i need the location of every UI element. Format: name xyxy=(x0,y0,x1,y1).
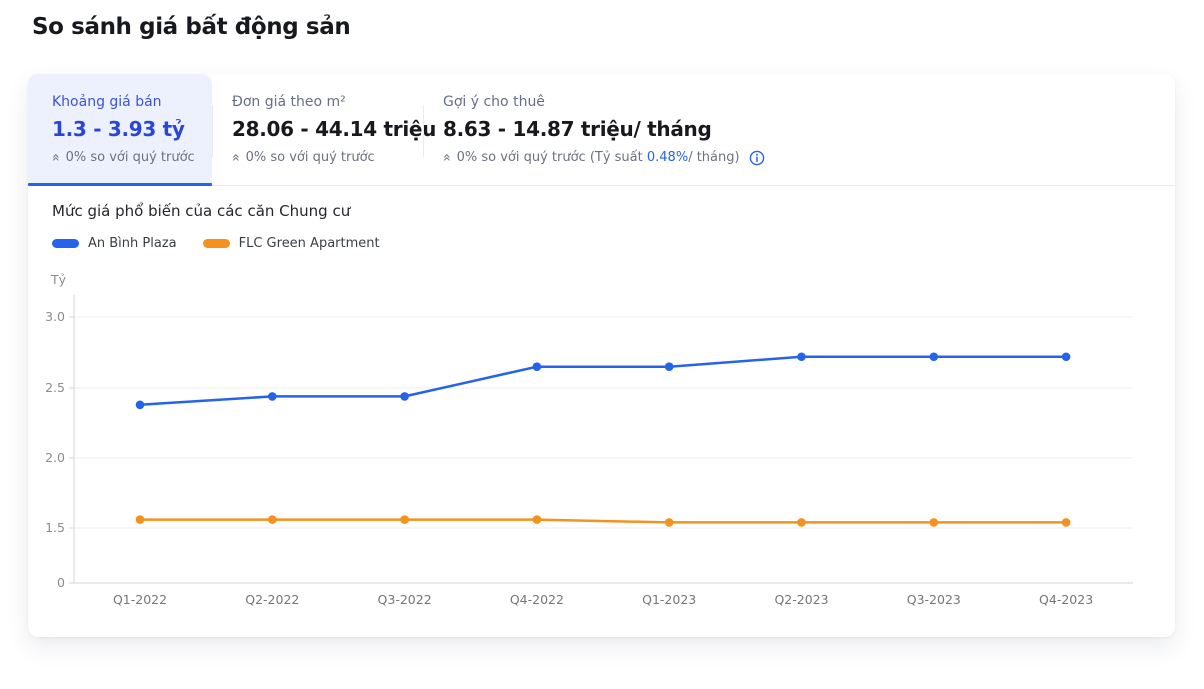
tab-rental-suggestion[interactable]: Gợi ý cho thuê 8.63 - 14.87 triệu/ tháng… xyxy=(423,74,775,185)
data-point xyxy=(268,392,277,401)
legend-label: FLC Green Apartment xyxy=(238,236,380,251)
data-point xyxy=(664,518,674,527)
tab-sale-price-range[interactable]: Khoảng giá bán 1.3 - 3.93 tỷ » 0% so với… xyxy=(28,74,212,186)
data-point xyxy=(400,515,409,524)
series-line xyxy=(140,518,1067,524)
svg-text:Q4-2022: Q4-2022 xyxy=(510,592,564,607)
tab-label: Gợi ý cho thuê xyxy=(443,94,545,110)
data-point xyxy=(268,515,277,524)
price-line-chart: 0 1.5 2.0 2.5 3.0 Tỷ Q1-2022 Q2-2022 Q3-2022 Q4-2… xyxy=(45,272,1133,607)
yield-rate: 0.48% xyxy=(646,150,689,165)
data-point xyxy=(135,515,145,524)
data-point xyxy=(1061,518,1071,527)
data-point xyxy=(664,362,674,371)
data-point xyxy=(532,362,542,371)
svg-text:1.5: 1.5 xyxy=(45,520,65,535)
svg-text:Q2-2022: Q2-2022 xyxy=(245,592,299,607)
svg-text:2.0: 2.0 xyxy=(45,450,65,465)
series-line xyxy=(139,355,1067,407)
data-point xyxy=(532,515,542,524)
tab-value: 1.3 - 3.93 tỷ xyxy=(52,117,185,141)
change-text: 0% so với quý trước xyxy=(65,150,195,165)
legend-item-flc-green-apartment[interactable]: FLC Green Apartment xyxy=(202,236,380,251)
chart-title: Mức giá phổ biến của các căn Chung cư xyxy=(52,202,351,220)
change-text: 0% so với quý trước xyxy=(245,150,375,165)
tab-label: Đơn giá theo m² xyxy=(232,94,346,110)
svg-text:Q1-2022: Q1-2022 xyxy=(113,592,167,607)
svg-text:Q1-2023: Q1-2023 xyxy=(642,592,696,607)
svg-text:0: 0 xyxy=(57,575,65,590)
data-point xyxy=(797,352,806,362)
legend-label: An Bình Plaza xyxy=(88,236,177,251)
data-point xyxy=(797,518,806,527)
svg-text:Q3-2023: Q3-2023 xyxy=(907,592,961,607)
double-chevron-up-icon: » xyxy=(227,153,244,162)
svg-text:Tỷ: Tỷ xyxy=(50,272,67,287)
page-title: So sánh giá bất động sản xyxy=(32,14,351,40)
data-point xyxy=(135,400,145,410)
tab-label: Khoảng giá bán xyxy=(52,94,162,110)
change-text: 0% so với quý trước (Tỷ suất 0.48%/ thán… xyxy=(456,150,740,165)
svg-text:3.0: 3.0 xyxy=(45,309,65,324)
data-point xyxy=(1061,352,1071,362)
tab-value: 28.06 - 44.14 triệu xyxy=(232,117,437,141)
tab-price-per-m2[interactable]: Đơn giá theo m² 28.06 - 44.14 triệu » 0%… xyxy=(212,74,437,185)
info-icon[interactable] xyxy=(749,150,765,166)
data-point xyxy=(929,352,939,362)
price-comparison-card: Khoảng giá bán 1.3 - 3.93 tỷ » 0% so với… xyxy=(28,74,1175,637)
double-chevron-up-icon: » xyxy=(47,153,64,162)
data-point xyxy=(400,392,409,401)
quarter-change: » 0% so với quý trước (Tỷ suất 0.48%/ th… xyxy=(438,149,764,166)
svg-text:Q3-2022: Q3-2022 xyxy=(378,592,432,607)
tab-value: 8.63 - 14.87 triệu/ tháng xyxy=(443,117,712,141)
svg-text:Q2-2023: Q2-2023 xyxy=(774,592,828,607)
svg-text:2.5: 2.5 xyxy=(45,380,65,395)
pricing-tabs: Khoảng giá bán 1.3 - 3.93 tỷ » 0% so với… xyxy=(28,74,1175,186)
double-chevron-up-icon: » xyxy=(438,153,455,162)
data-point xyxy=(929,518,939,527)
svg-text:Q4-2023: Q4-2023 xyxy=(1039,592,1093,607)
legend-swatch xyxy=(202,239,230,248)
quarter-change: » 0% so với quý trước xyxy=(47,149,195,166)
legend-item-an-binh-plaza[interactable]: An Bình Plaza xyxy=(52,236,177,251)
legend-swatch xyxy=(52,239,79,248)
quarter-change: » 0% so với quý trước xyxy=(227,149,403,166)
chart-legend: An Bình Plaza FLC Green Apartment xyxy=(52,236,380,251)
